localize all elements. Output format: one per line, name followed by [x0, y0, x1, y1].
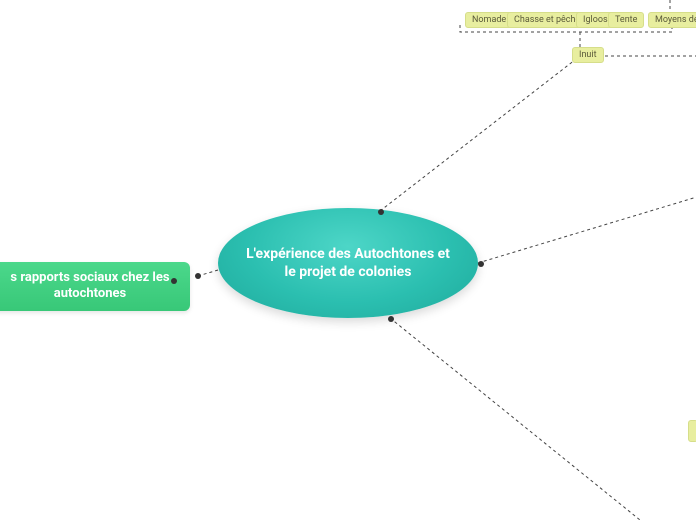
central-topic[interactable]: L'expérience des Autochtones et le proje…: [218, 208, 478, 318]
mindmap-canvas: Nomade Chasse et pêche Igloos Tente Moye…: [0, 0, 696, 520]
connector-dot: [171, 278, 177, 284]
central-label: L'expérience des Autochtones et le proje…: [218, 245, 478, 281]
connector-dot: [378, 209, 384, 215]
connector-dot: [195, 273, 201, 279]
tag-moyens-transport[interactable]: Moyens de transpo: [648, 12, 696, 28]
tag-nomade[interactable]: Nomade: [465, 12, 513, 28]
tag-tente[interactable]: Tente: [608, 12, 644, 28]
cropped-node-stub: [688, 420, 696, 442]
connector-dot: [478, 261, 484, 267]
connector-dot: [388, 316, 394, 322]
branch-label: s rapports sociaux chez les autochtones: [10, 270, 169, 301]
tag-inuit[interactable]: Inuit: [572, 47, 604, 63]
branch-rapports-sociaux[interactable]: s rapports sociaux chez les autochtones: [0, 262, 190, 311]
